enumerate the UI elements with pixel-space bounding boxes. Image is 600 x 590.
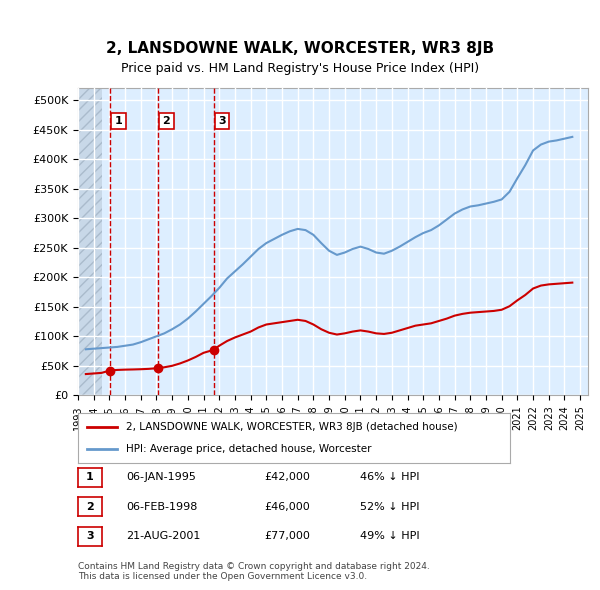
Text: 2, LANSDOWNE WALK, WORCESTER, WR3 8JB (detached house): 2, LANSDOWNE WALK, WORCESTER, WR3 8JB (d… xyxy=(125,422,457,432)
Text: £42,000: £42,000 xyxy=(264,473,310,482)
Bar xyxy=(78,88,101,395)
Text: 1: 1 xyxy=(115,116,122,126)
Text: 21-AUG-2001: 21-AUG-2001 xyxy=(126,532,200,541)
Text: Contains HM Land Registry data © Crown copyright and database right 2024.
This d: Contains HM Land Registry data © Crown c… xyxy=(78,562,430,581)
Text: 52% ↓ HPI: 52% ↓ HPI xyxy=(360,502,419,512)
Text: 3: 3 xyxy=(86,532,94,541)
Text: 1: 1 xyxy=(86,473,94,482)
Text: 3: 3 xyxy=(218,116,226,126)
Text: 06-JAN-1995: 06-JAN-1995 xyxy=(126,473,196,482)
Text: HPI: Average price, detached house, Worcester: HPI: Average price, detached house, Worc… xyxy=(125,444,371,454)
Text: 46% ↓ HPI: 46% ↓ HPI xyxy=(360,473,419,482)
Text: 49% ↓ HPI: 49% ↓ HPI xyxy=(360,532,419,541)
Text: 2: 2 xyxy=(163,116,170,126)
Text: £46,000: £46,000 xyxy=(264,502,310,512)
Text: £77,000: £77,000 xyxy=(264,532,310,541)
Text: 2, LANSDOWNE WALK, WORCESTER, WR3 8JB: 2, LANSDOWNE WALK, WORCESTER, WR3 8JB xyxy=(106,41,494,56)
Text: 06-FEB-1998: 06-FEB-1998 xyxy=(126,502,197,512)
Text: Price paid vs. HM Land Registry's House Price Index (HPI): Price paid vs. HM Land Registry's House … xyxy=(121,62,479,75)
Text: 2: 2 xyxy=(86,502,94,512)
